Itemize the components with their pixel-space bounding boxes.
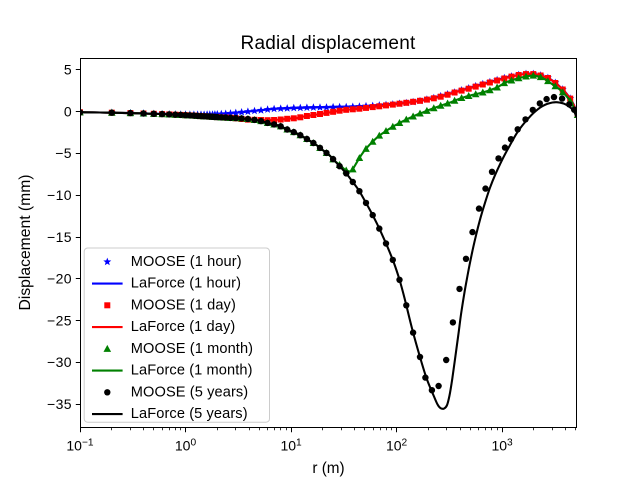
svg-text:100: 100 — [175, 437, 197, 453]
svg-text:−10: −10 — [47, 187, 72, 203]
svg-text:−15: −15 — [47, 229, 72, 245]
svg-text:LaForce (1 month): LaForce (1 month) — [131, 363, 253, 379]
svg-text:−35: −35 — [47, 396, 72, 412]
svg-text:0: 0 — [64, 103, 72, 119]
svg-text:LaForce (1 hour): LaForce (1 hour) — [131, 276, 241, 292]
svg-text:MOOSE (1 day): MOOSE (1 day) — [131, 297, 236, 313]
svg-text:−30: −30 — [47, 354, 72, 370]
svg-text:MOOSE (5 years): MOOSE (5 years) — [131, 384, 248, 400]
svg-text:MOOSE (1 month): MOOSE (1 month) — [131, 341, 253, 357]
svg-text:Radial displacement: Radial displacement — [241, 33, 416, 54]
svg-text:5: 5 — [64, 62, 72, 78]
svg-text:101: 101 — [280, 437, 302, 453]
svg-text:LaForce (5 years): LaForce (5 years) — [131, 406, 248, 422]
svg-text:Displacement (mm): Displacement (mm) — [17, 175, 34, 311]
svg-text:−5: −5 — [55, 145, 72, 161]
svg-text:LaForce (1 day): LaForce (1 day) — [131, 319, 236, 335]
svg-text:102: 102 — [386, 437, 408, 453]
svg-text:r (m): r (m) — [312, 460, 344, 477]
svg-text:MOOSE (1 hour): MOOSE (1 hour) — [131, 254, 242, 270]
svg-text:−20: −20 — [47, 271, 72, 287]
svg-text:103: 103 — [491, 437, 513, 453]
svg-text:10−1: 10−1 — [66, 437, 94, 453]
svg-text:−25: −25 — [47, 312, 72, 328]
